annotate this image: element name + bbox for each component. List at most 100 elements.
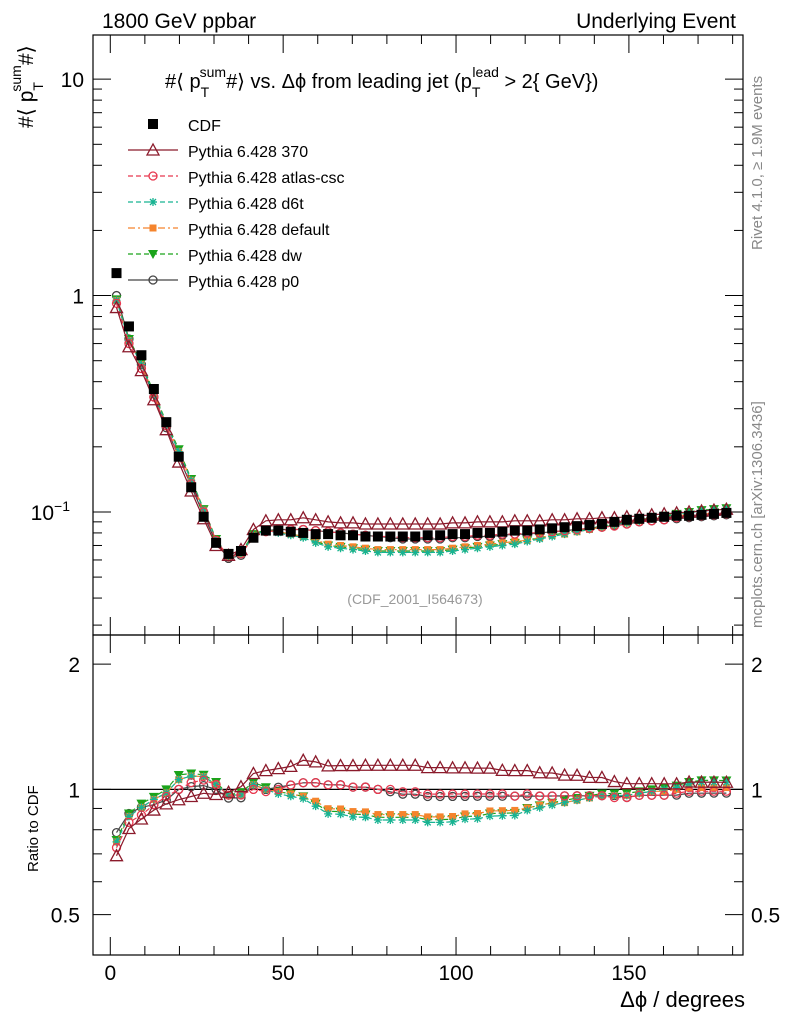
data-point: [186, 482, 197, 493]
ratio-point: [507, 763, 522, 777]
ratio-point: [461, 810, 469, 818]
data-point: [420, 516, 435, 530]
ratio-point: [236, 790, 246, 800]
ratio-point: [461, 815, 470, 824]
data-point: [146, 392, 161, 406]
legend-entry-cdf: CDF: [148, 118, 221, 135]
data-point: [596, 518, 607, 529]
data-point: [397, 531, 408, 542]
ratio-point: [681, 774, 697, 788]
legend-label: Pythia 6.428 p0: [188, 274, 299, 291]
ratio-point: [360, 782, 371, 792]
ratio-point: [433, 760, 448, 774]
ratio-point: [473, 814, 482, 823]
ratio-point: [370, 757, 385, 771]
ratio-point: [423, 818, 432, 827]
ratio-point: [594, 770, 610, 784]
ratio-point: [460, 789, 470, 799]
ratio-y-tick-labels: 0.5 1 2 0.5 1 2: [51, 654, 780, 928]
ratio-point: [548, 801, 557, 810]
ratio-point: [706, 774, 722, 788]
ratio-point: [447, 789, 458, 799]
data-point: [360, 531, 371, 542]
data-point: [482, 514, 498, 528]
ratio-point: [559, 791, 570, 801]
data-point: [457, 515, 473, 529]
ratio-point: [582, 769, 597, 784]
y-tick-label-0.1: 10−1: [31, 498, 71, 525]
ratio-point: [373, 816, 382, 825]
ratio-point: [547, 791, 557, 801]
data-point: [498, 541, 507, 550]
ratio-point: [647, 790, 657, 800]
ratio-plot-frame: [92, 634, 744, 956]
data-point: [134, 363, 149, 377]
ratio-point: [336, 810, 345, 819]
ratio-point: [321, 758, 336, 772]
x-tick-label-0: 0: [104, 962, 116, 985]
ratio-point: [610, 791, 619, 800]
ratio-point: [609, 792, 620, 803]
data-point: [484, 527, 495, 538]
main-series: [109, 268, 734, 564]
data-point: [311, 538, 320, 547]
data-point: [223, 548, 234, 559]
ratio-point: [298, 778, 308, 788]
data-point: [173, 451, 184, 462]
ratio-point: [634, 790, 644, 800]
analysis-watermark: (CDF_2001_I564673): [347, 591, 482, 607]
legend-marker: [145, 142, 161, 156]
ratio-point: [386, 811, 394, 819]
ratio-point: [584, 791, 595, 801]
ratio-point: [685, 779, 694, 788]
ratio-point: [112, 837, 121, 846]
data-point: [335, 530, 346, 541]
data-point: [296, 510, 311, 524]
ratio-point: [420, 760, 435, 774]
ratio-point: [271, 761, 286, 775]
ratio-point: [337, 805, 345, 813]
legend-marker: [148, 275, 158, 285]
ratio-point: [535, 791, 545, 801]
ratio-point: [659, 790, 669, 800]
data-point: [535, 534, 544, 543]
ratio-point: [473, 810, 481, 818]
ratio-series-pythia-6-428-atlas-csc: [111, 775, 732, 853]
ratio-point: [572, 791, 582, 801]
data-point: [174, 447, 183, 456]
main-y-tick-labels: 10 1 10−1: [31, 69, 84, 525]
data-point: [436, 548, 445, 557]
data-point: [348, 530, 358, 541]
y-tick-label-10: 10: [61, 69, 84, 92]
legend-entry-default: Pythia 6.428 default: [128, 222, 330, 239]
ratio-point: [187, 772, 196, 781]
header: 1800 GeV ppbar Underlying Event: [102, 10, 736, 33]
ratio-point: [198, 780, 209, 791]
data-point: [422, 530, 433, 541]
ratio-point: [557, 767, 572, 781]
rivet-label: Rivet 4.1.0, ≥ 1.9M events: [749, 76, 766, 250]
legend-label: CDF: [188, 118, 221, 135]
ratio-point: [345, 758, 361, 772]
data-point: [324, 542, 333, 551]
data-point: [634, 513, 645, 524]
data-point: [109, 300, 124, 314]
ratio-point: [423, 789, 433, 799]
plot-title: #⟨ pTsum#⟩ vs. Δϕ from leading jet (pTle…: [165, 64, 598, 100]
ratio-series: [109, 752, 734, 862]
data-point: [373, 548, 382, 557]
data-point: [199, 506, 208, 515]
data-point: [345, 515, 361, 529]
ratio-point: [635, 789, 644, 798]
ratio-point: [411, 816, 420, 825]
data-point: [333, 515, 348, 529]
series-line: [115, 299, 727, 558]
data-point: [721, 507, 732, 518]
ratio-point: [173, 770, 184, 780]
ratio-point: [361, 808, 369, 816]
ratio-point: [522, 789, 532, 799]
ratio-point: [149, 800, 159, 810]
x-tick-label-50: 50: [271, 962, 294, 985]
ratio-point: [398, 816, 407, 825]
legend-marker: [148, 171, 158, 181]
